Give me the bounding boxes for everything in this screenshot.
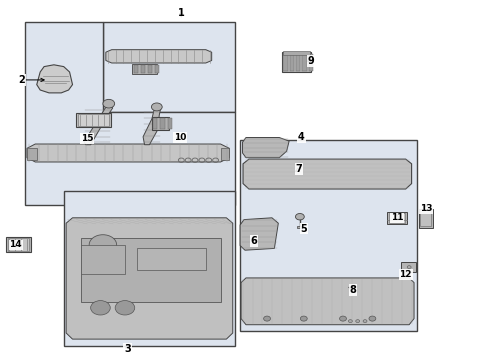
Polygon shape [243,138,289,158]
Circle shape [356,320,360,323]
Bar [78,114,109,126]
Circle shape [348,320,352,323]
Bar [389,213,405,223]
Bar [155,65,159,73]
Bar [24,22,235,205]
Text: 4: 4 [298,132,305,142]
Text: 12: 12 [399,270,412,279]
Text: 3: 3 [124,344,131,354]
Bar [168,118,172,129]
Bar [282,52,311,72]
Bar [132,64,157,74]
Bar [6,237,31,252]
Polygon shape [106,50,212,63]
Text: 6: 6 [250,236,257,246]
Text: 8: 8 [349,285,356,295]
Bar [141,65,145,73]
Bar [81,245,125,274]
Bar [401,262,416,272]
Bar [134,65,138,73]
Text: 1: 1 [178,8,185,18]
Circle shape [403,271,410,276]
Bar [76,113,111,127]
Polygon shape [27,144,229,162]
Bar [64,191,235,346]
Text: 14: 14 [9,240,22,249]
Text: 10: 10 [174,133,187,142]
Circle shape [151,103,162,111]
Bar [290,54,294,71]
Bar [309,54,313,71]
Polygon shape [37,65,73,93]
Bar [283,54,288,71]
Text: 13: 13 [420,204,433,213]
Bar [27,148,37,160]
Bar [297,226,302,228]
Text: 11: 11 [391,213,403,222]
Circle shape [369,316,376,321]
Polygon shape [83,104,113,145]
Circle shape [91,301,110,315]
Polygon shape [243,159,412,189]
Text: 9: 9 [308,56,315,66]
Text: 2: 2 [19,75,25,85]
Text: 7: 7 [295,164,302,174]
Polygon shape [143,108,161,145]
Bar [283,51,310,55]
Polygon shape [24,22,235,205]
Bar [419,209,433,228]
Bar [152,117,169,130]
Polygon shape [241,278,414,325]
Circle shape [115,301,135,315]
Bar [387,212,407,224]
Bar [220,148,229,160]
Polygon shape [66,218,233,339]
Bar [153,118,157,129]
Bar [137,248,206,270]
Bar [296,54,300,71]
Circle shape [264,316,270,321]
Bar [160,118,165,129]
Text: 5: 5 [300,224,307,234]
Bar [302,54,307,71]
Bar [103,22,235,112]
Bar [8,238,29,251]
Bar [148,65,152,73]
Circle shape [407,266,411,269]
Circle shape [103,99,115,108]
Bar [240,140,416,331]
Text: 15: 15 [81,134,94,143]
Circle shape [300,316,307,321]
Circle shape [363,320,367,323]
Bar [420,210,431,226]
Polygon shape [240,218,278,250]
Bar [81,238,220,302]
Circle shape [340,316,346,321]
Circle shape [89,235,117,255]
Circle shape [295,213,304,220]
